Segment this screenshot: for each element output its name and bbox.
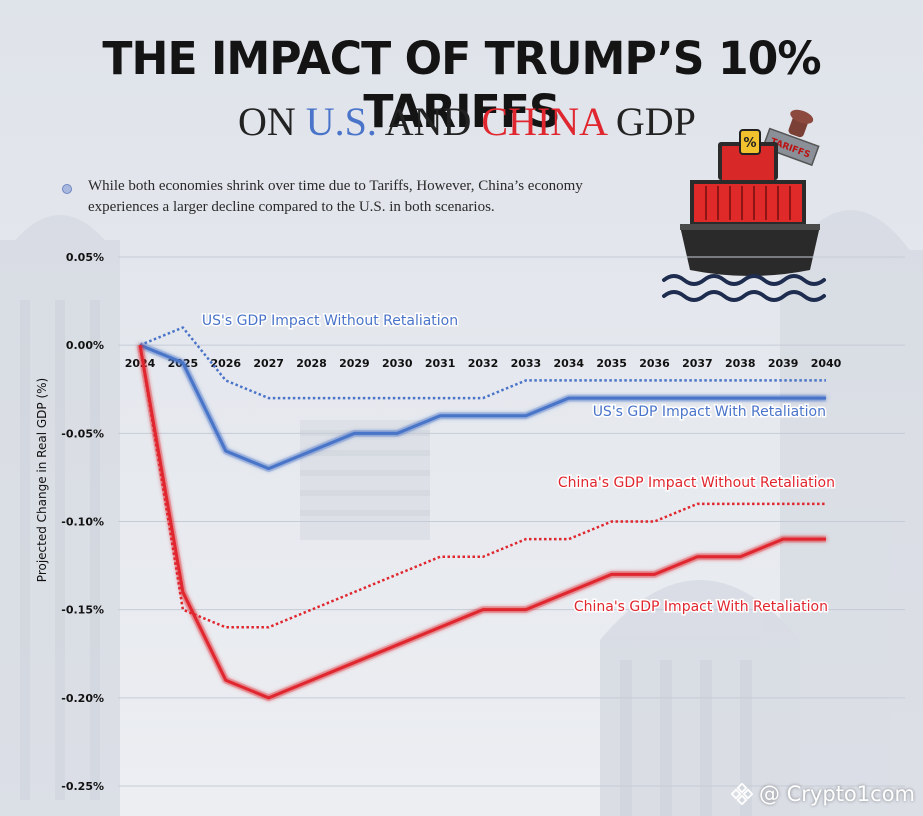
y-tick-label: 0.00% <box>66 339 104 352</box>
series-line <box>139 343 826 471</box>
x-tick-label: 2036 <box>639 357 670 370</box>
x-tick-label: 2038 <box>725 357 756 370</box>
x-tick-label: 2034 <box>553 357 584 370</box>
series-line <box>138 344 826 629</box>
x-tick-label: 2030 <box>382 357 413 370</box>
chart-title: THE IMPACT OF TRUMP’S 10% TARIFFS <box>102 32 821 138</box>
x-tick-label: 2026 <box>210 357 241 370</box>
series-line <box>139 326 826 400</box>
y-tick-label: -0.15% <box>61 604 104 617</box>
binance-logo-icon <box>730 783 753 805</box>
bullet-icon <box>62 184 72 194</box>
series-label: US's GDP Impact With Retaliation <box>593 404 826 420</box>
y-tick-label: -0.20% <box>61 692 104 705</box>
chart-subtitle: ON U.S. AND CHINA GDP <box>238 98 696 145</box>
x-tick-label: 2031 <box>425 357 456 370</box>
x-tick-label: 2029 <box>339 357 370 370</box>
x-tick-label: 2032 <box>468 357 499 370</box>
summary-note: While both economies shrink over time du… <box>88 178 583 215</box>
x-tick-label: 2033 <box>511 357 542 370</box>
watermark-text: @ Crypto1com <box>758 782 915 806</box>
subtitle-and: AND <box>376 99 482 144</box>
series-label: China's GDP Impact Without Retaliation <box>558 475 835 491</box>
y-axis-label: Projected Change in Real GDP (%) <box>35 378 49 582</box>
x-tick-label: 2039 <box>768 357 799 370</box>
x-tick-label: 2040 <box>811 357 842 370</box>
x-tick-label: 2028 <box>296 357 327 370</box>
y-tick-label: -0.10% <box>61 516 104 529</box>
x-tick-label: 2035 <box>596 357 627 370</box>
series-label: China's GDP Impact With Retaliation <box>574 599 828 615</box>
x-tick-label: 2024 <box>125 357 156 370</box>
series-label: US's GDP Impact Without Retaliation <box>202 313 458 329</box>
ship-badge-label: % <box>743 136 756 151</box>
y-tick-label: -0.25% <box>61 780 104 793</box>
x-tick-label: 2037 <box>682 357 713 370</box>
subtitle-prefix: ON <box>238 99 306 144</box>
x-tick-label: 2027 <box>253 357 284 370</box>
subtitle-suffix: GDP <box>605 99 696 144</box>
watermark: @ Crypto1com <box>730 782 915 806</box>
subtitle-china: CHINA <box>481 99 606 144</box>
y-tick-label: 0.05% <box>66 251 104 264</box>
y-tick-label: -0.05% <box>61 427 104 440</box>
subtitle-us: U.S. <box>305 99 377 144</box>
cargo-ship-icon: TARIFFS % <box>662 109 826 302</box>
series-line <box>138 344 826 700</box>
